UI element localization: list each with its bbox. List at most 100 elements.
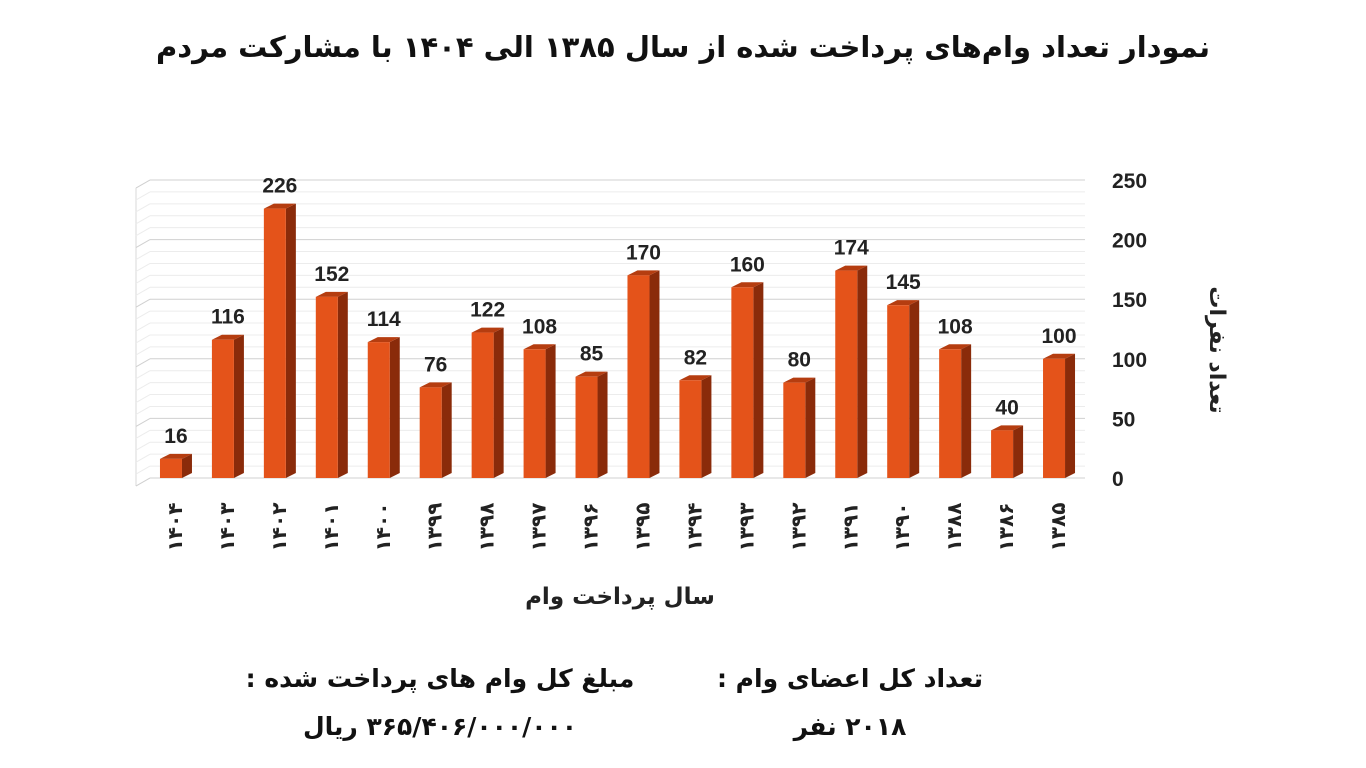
data-label: 108 — [938, 315, 973, 338]
bar — [211, 339, 234, 478]
data-label: 40 — [995, 396, 1018, 419]
category-label: ۱۴۰۳ — [215, 503, 239, 552]
bar-top — [159, 453, 192, 459]
bar-top — [575, 371, 608, 377]
gridline-wall — [135, 263, 151, 272]
chart-title: نمودار تعداد وام‌های پرداخت شده از سال ۱… — [155, 30, 1211, 64]
bar-side — [961, 344, 972, 478]
bar-top — [211, 334, 244, 340]
x-axis-title: سال پرداخت وام — [525, 584, 715, 610]
total-amount-label: مبلغ کل وام های پرداخت شده : — [245, 664, 635, 693]
bar — [939, 349, 962, 478]
data-label: 108 — [522, 315, 557, 338]
bar — [887, 305, 910, 478]
category-label: ۱۳۹۲ — [786, 503, 810, 552]
bar-side — [1065, 353, 1076, 478]
data-label: 85 — [580, 343, 604, 366]
category-label: ۱۴۰۰ — [371, 503, 395, 552]
bar-side — [337, 291, 348, 478]
bar-top — [315, 291, 348, 297]
gridline-wall — [135, 322, 151, 332]
bar-top — [939, 344, 972, 350]
gridline-wall — [135, 215, 151, 225]
bar — [1043, 358, 1066, 478]
total-members-value: ۲۰۱۸ نفر — [793, 712, 907, 741]
bar-side — [233, 334, 244, 478]
bar-side — [493, 327, 504, 478]
bar — [471, 332, 494, 478]
y-tick-label: 200 — [1112, 230, 1147, 253]
bar-side — [597, 371, 608, 478]
bar-top — [367, 337, 400, 343]
gridline-wall — [135, 251, 151, 260]
data-label: 145 — [886, 271, 921, 294]
category-label: ۱۳۸۵ — [1046, 503, 1070, 552]
gridline-wall — [135, 310, 151, 320]
gridline-wall — [135, 203, 151, 213]
bar-side — [285, 203, 296, 478]
gridline-wall — [135, 453, 151, 463]
y-axis-title: تعداد نفرات — [1204, 286, 1229, 413]
category-label: ۱۴۰۱ — [319, 503, 343, 552]
bar-top — [731, 282, 764, 288]
bar-top — [263, 203, 296, 209]
category-label: ۱۳۹۳ — [734, 503, 758, 552]
gridline-wall — [135, 406, 151, 415]
category-label: ۱۳۹۶ — [579, 503, 603, 552]
gridline-wall — [135, 429, 151, 439]
gridline-wall — [135, 465, 151, 475]
bar-side — [701, 375, 712, 478]
category-label: ۱۳۹۵ — [630, 503, 654, 552]
bar-side — [753, 282, 764, 478]
bar — [315, 296, 338, 478]
category-label: ۱۳۹۴ — [682, 503, 706, 552]
gridline-wall — [135, 298, 151, 308]
data-label: 82 — [684, 346, 707, 369]
bar-top — [419, 382, 452, 388]
gridline-wall — [135, 334, 151, 344]
bar-top — [471, 327, 504, 333]
gridline-wall — [135, 477, 151, 487]
y-tick-label: 100 — [1112, 349, 1147, 372]
bar-top — [991, 425, 1024, 431]
category-label: ۱۳۹۰ — [890, 503, 914, 552]
y-tick-label: 50 — [1112, 408, 1135, 431]
y-tick-label: 0 — [1112, 468, 1124, 491]
data-label: 16 — [164, 425, 187, 448]
gridline-wall — [135, 382, 151, 392]
data-label: 226 — [262, 175, 297, 198]
bar-side — [441, 382, 452, 478]
gridline-wall — [135, 286, 151, 296]
bar-side — [649, 270, 660, 478]
gridline-wall — [135, 191, 151, 201]
gridline-wall — [135, 370, 151, 380]
category-label: ۱۳۹۹ — [423, 503, 447, 552]
gridline-wall — [135, 346, 151, 356]
data-label: 122 — [470, 299, 505, 322]
bar-side — [909, 300, 920, 478]
bar — [575, 376, 598, 478]
category-label: ۱۴۰۲ — [267, 503, 291, 552]
data-label: 152 — [314, 263, 349, 286]
data-label: 76 — [424, 353, 447, 376]
data-label: 170 — [626, 241, 661, 264]
bar-top — [1043, 353, 1076, 359]
data-label: 80 — [788, 349, 811, 372]
bar-side — [181, 453, 192, 478]
data-label: 160 — [730, 253, 765, 276]
bar — [159, 458, 182, 478]
bar — [627, 275, 650, 478]
data-label: 174 — [834, 237, 869, 260]
bar — [731, 287, 754, 478]
bar-top — [835, 265, 868, 271]
gridline-wall — [135, 227, 151, 237]
gridline-wall — [135, 274, 151, 284]
gridline-wall — [135, 441, 151, 451]
category-label: ۱۳۸۸ — [942, 503, 966, 552]
y-tick-label: 150 — [1112, 289, 1147, 312]
bar — [783, 382, 806, 478]
data-label: 116 — [211, 306, 245, 329]
category-label: ۱۳۹۸ — [475, 503, 499, 552]
bar-side — [389, 337, 400, 478]
gridline-wall — [135, 394, 151, 403]
